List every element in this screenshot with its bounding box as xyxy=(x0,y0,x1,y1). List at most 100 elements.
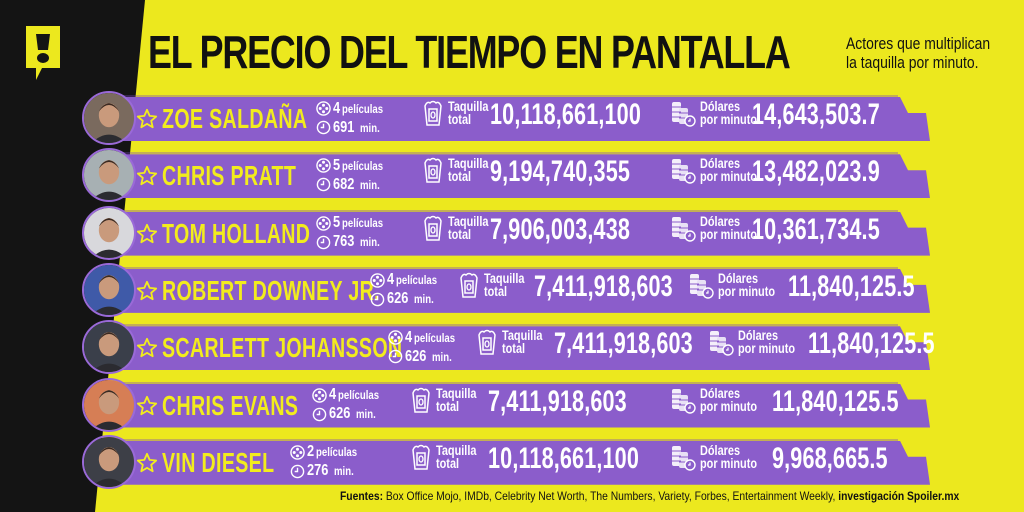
box-office-value: 7,411,918,603 xyxy=(554,327,693,361)
box-office-label: Taquilla total xyxy=(422,156,502,184)
movies-minutes: 4 películas 626 min. xyxy=(388,328,466,366)
actor-avatar xyxy=(82,148,136,203)
sources-footer: Fuentes: Box Office Mojo, IMDb, Celebrit… xyxy=(340,489,960,503)
film-reel-icon xyxy=(316,158,331,174)
dollars-per-minute-value: 11,840,125.5 xyxy=(808,327,935,361)
coins-clock-icon xyxy=(710,331,734,356)
film-reel-icon xyxy=(370,273,385,288)
dollars-per-minute-value: 9,968,665.5 xyxy=(772,441,888,475)
clock-icon xyxy=(388,349,403,364)
clock-icon xyxy=(316,120,331,135)
page-subtitle: Actores que multiplican la taquilla por … xyxy=(846,34,991,72)
dollars-per-minute-label: Dólares por minuto xyxy=(688,271,788,299)
box-office-value: 10,118,661,100 xyxy=(490,98,641,131)
actor-row: ROBERT DOWNEY JR. 4 películas 626 min. xyxy=(80,262,980,319)
actor-name: VIN DIESEL xyxy=(162,446,275,478)
star-icon xyxy=(136,280,158,301)
actor-avatar xyxy=(82,377,136,432)
box-office-value: 7,411,918,603 xyxy=(488,384,627,418)
clock-icon xyxy=(370,292,385,307)
actor-row: CHRIS PRATT 5 películas 682 min. xyxy=(80,148,980,204)
actor-name: ROBERT DOWNEY JR. xyxy=(162,274,380,306)
film-reel-icon xyxy=(316,215,331,231)
star-icon xyxy=(136,223,158,243)
row-bar xyxy=(108,97,930,141)
actor-avatar xyxy=(82,262,136,317)
star-icon xyxy=(136,395,158,415)
clock-icon xyxy=(290,464,305,479)
dollars-per-minute-value: 11,840,125.5 xyxy=(772,384,899,418)
dollars-per-minute-label: Dólares por minuto xyxy=(670,214,770,242)
dollars-per-minute-label: Dólares por minuto xyxy=(670,443,770,471)
row-bar xyxy=(108,440,930,485)
popcorn-icon xyxy=(412,387,430,413)
actor-avatar xyxy=(82,434,136,489)
page-title: EL PRECIO DEL TIEMPO EN PANTALLA xyxy=(148,26,791,78)
dollars-per-minute-label: Dólares por minuto xyxy=(670,99,770,127)
coins-clock-icon xyxy=(672,445,696,471)
coins-clock-icon xyxy=(672,159,696,184)
actor-name: CHRIS EVANS xyxy=(162,389,299,421)
movies-minutes: 4 películas 626 min. xyxy=(370,271,448,309)
box-office-value: 9,194,740,355 xyxy=(490,155,631,189)
box-office-value: 7,411,918,603 xyxy=(534,269,673,303)
actor-name: TOM HOLLAND xyxy=(162,217,311,249)
row-bar xyxy=(108,211,930,256)
actor-avatar xyxy=(82,91,136,145)
row-bar xyxy=(108,383,930,428)
film-reel-icon xyxy=(312,387,327,403)
popcorn-icon xyxy=(424,215,442,241)
popcorn-icon xyxy=(424,158,442,184)
dollars-per-minute-value: 11,840,125.5 xyxy=(788,269,915,303)
popcorn-icon xyxy=(478,329,496,355)
actor-avatar xyxy=(82,320,136,375)
movies-minutes: 4 películas 626 min. xyxy=(312,386,390,424)
dollars-per-minute-label: Dólares por minuto xyxy=(670,386,770,414)
box-office-label: Taquilla total xyxy=(410,443,490,471)
actor-name: CHRIS PRATT xyxy=(162,160,297,192)
actor-row: SCARLETT JOHANSSON 4 películas 626 min. xyxy=(80,320,980,376)
film-reel-icon xyxy=(388,330,403,345)
movies-minutes: 2 películas 276 min. xyxy=(290,443,368,481)
coins-clock-icon xyxy=(672,216,696,242)
box-office-label: Taquilla total xyxy=(476,328,556,356)
actor-name: ZOE SALDAÑA xyxy=(162,103,308,134)
row-bar xyxy=(108,154,930,199)
box-office-value: 10,118,661,100 xyxy=(488,441,639,475)
dollars-per-minute-value: 10,361,734.5 xyxy=(752,212,880,246)
movies-minutes: 4 películas 691 min. xyxy=(316,99,394,137)
row-bar xyxy=(108,326,930,371)
actor-row: VIN DIESEL 2 películas 276 min. xyxy=(80,434,980,491)
star-icon xyxy=(136,452,158,472)
box-office-value: 7,906,003,438 xyxy=(490,212,631,246)
movies-minutes: 5 películas 763 min. xyxy=(316,214,394,252)
row-bar xyxy=(108,268,930,313)
clock-icon xyxy=(316,178,331,192)
box-office-label: Taquilla total xyxy=(410,386,490,414)
dollars-per-minute-value: 14,643,503.7 xyxy=(752,98,880,131)
dollars-per-minute-value: 13,482,023.9 xyxy=(752,155,880,189)
actor-avatar xyxy=(82,205,136,260)
actor-row: ZOE SALDAÑA 4 películas 691 min. xyxy=(80,91,980,147)
coins-clock-icon xyxy=(672,102,696,127)
popcorn-icon xyxy=(424,100,442,126)
actor-row: TOM HOLLAND 5 películas 763 min. xyxy=(80,205,980,262)
clock-icon xyxy=(312,407,327,421)
star-icon xyxy=(136,166,158,186)
coins-clock-icon xyxy=(690,273,714,299)
coins-clock-icon xyxy=(672,388,696,414)
box-office-label: Taquilla total xyxy=(458,271,538,299)
dollars-per-minute-label: Dólares por minuto xyxy=(708,328,808,356)
dollars-per-minute-label: Dólares por minuto xyxy=(670,156,770,184)
popcorn-icon xyxy=(412,444,430,470)
clock-icon xyxy=(316,235,331,249)
star-icon xyxy=(136,108,158,129)
star-icon xyxy=(136,338,158,358)
film-reel-icon xyxy=(290,445,305,460)
box-office-label: Taquilla total xyxy=(422,99,502,127)
film-reel-icon xyxy=(316,101,331,116)
logo-exclamation-icon xyxy=(26,26,60,80)
popcorn-icon xyxy=(460,272,478,298)
box-office-label: Taquilla total xyxy=(422,214,502,242)
actor-name: SCARLETT JOHANSSON xyxy=(162,332,403,364)
